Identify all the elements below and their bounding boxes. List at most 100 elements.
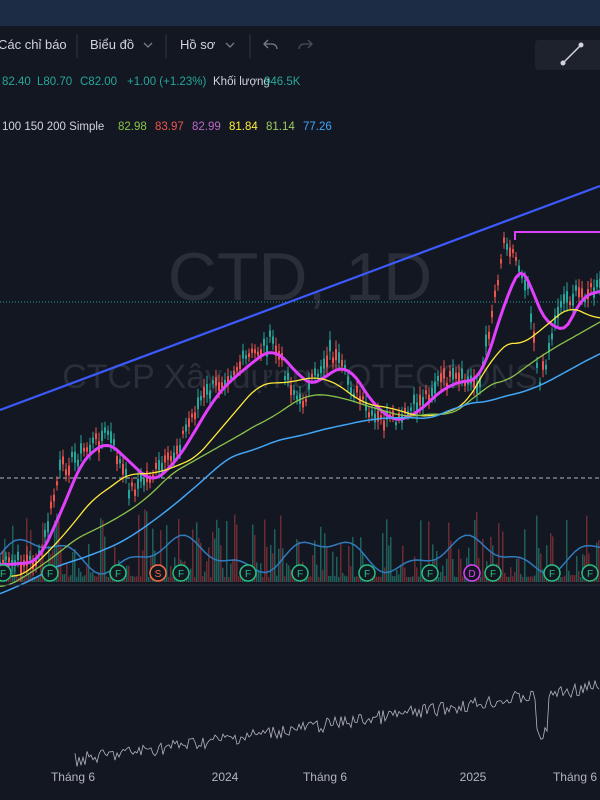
volume-bar bbox=[408, 576, 410, 582]
trendline-tool[interactable] bbox=[562, 44, 582, 64]
volume-bar bbox=[416, 567, 418, 582]
candle bbox=[452, 367, 454, 380]
volume-bar bbox=[90, 572, 92, 582]
candle bbox=[266, 345, 268, 357]
candle bbox=[116, 456, 118, 465]
volume-bar bbox=[412, 576, 414, 582]
volume-bar bbox=[440, 572, 442, 582]
volume-bar bbox=[432, 544, 434, 582]
volume-bar bbox=[216, 519, 218, 582]
undo-button[interactable] bbox=[263, 39, 278, 50]
volume-bar bbox=[332, 551, 334, 582]
volume-bar bbox=[350, 566, 352, 582]
box bbox=[514, 231, 600, 240]
candle bbox=[485, 334, 487, 347]
chart-button[interactable]: Biểu đồ bbox=[90, 37, 134, 52]
candle bbox=[110, 431, 112, 444]
candle bbox=[254, 349, 256, 354]
volume-bar bbox=[378, 576, 380, 582]
event-label: F bbox=[0, 569, 6, 580]
legend-close: C82.00 bbox=[80, 76, 117, 88]
volume-bar bbox=[540, 553, 542, 582]
candle bbox=[536, 362, 538, 368]
candle bbox=[491, 310, 493, 318]
candle bbox=[83, 447, 85, 452]
profile-button[interactable]: Hồ sơ bbox=[180, 37, 216, 52]
volume-bar bbox=[558, 576, 560, 582]
candle bbox=[218, 382, 220, 391]
candle bbox=[212, 380, 214, 384]
volume-bar bbox=[92, 571, 94, 582]
volume-bar bbox=[56, 513, 58, 582]
volume-bar bbox=[510, 567, 512, 582]
volume-bar bbox=[102, 520, 104, 582]
volume-bar bbox=[22, 575, 24, 582]
candle bbox=[134, 489, 136, 496]
volume-bar bbox=[598, 540, 600, 582]
candle bbox=[428, 394, 430, 403]
candle bbox=[215, 377, 217, 386]
volume-bar bbox=[84, 575, 86, 582]
volume-bar bbox=[526, 576, 528, 582]
volume-bar bbox=[444, 575, 446, 582]
volume-bar bbox=[70, 575, 72, 582]
volume-bar bbox=[316, 564, 318, 582]
volume-bar bbox=[142, 550, 144, 582]
volume-bar bbox=[264, 519, 266, 582]
volume-bar bbox=[288, 565, 290, 582]
event-label: F bbox=[490, 569, 496, 580]
indicators-button[interactable]: Các chỉ báo bbox=[0, 37, 67, 52]
volume-bar bbox=[262, 576, 264, 582]
volume-bar bbox=[460, 558, 462, 582]
redo-button[interactable] bbox=[298, 39, 313, 50]
tool-dot bbox=[578, 42, 584, 48]
volume-bar bbox=[188, 576, 190, 582]
legend-volume: 946.5K bbox=[264, 76, 301, 88]
drawing-toolbar bbox=[535, 40, 600, 70]
ma-value: 82.99 bbox=[192, 121, 221, 133]
volume-bar bbox=[418, 576, 420, 582]
candle bbox=[575, 285, 577, 291]
volume-bar bbox=[570, 574, 572, 582]
volume-bar bbox=[560, 577, 562, 582]
volume-bar bbox=[230, 563, 232, 582]
event-marker bbox=[484, 564, 502, 582]
volume-bar bbox=[398, 574, 400, 582]
moving-average bbox=[0, 271, 600, 567]
candle bbox=[509, 247, 511, 257]
volume-bar bbox=[78, 567, 80, 582]
volume-bar bbox=[254, 534, 256, 582]
candle bbox=[524, 279, 526, 291]
moving-average bbox=[0, 353, 600, 595]
volume-bar bbox=[314, 540, 316, 582]
candle bbox=[269, 330, 271, 337]
volume-bar bbox=[198, 537, 200, 582]
candle bbox=[461, 368, 463, 379]
candle bbox=[245, 355, 247, 359]
candle bbox=[323, 358, 325, 369]
volume-bar bbox=[306, 575, 308, 582]
event-marker bbox=[581, 564, 599, 582]
ma-value: 83.97 bbox=[155, 121, 184, 133]
volume-bar bbox=[596, 542, 598, 582]
candle bbox=[107, 430, 109, 435]
volume-bar bbox=[374, 575, 376, 582]
volume-bar bbox=[360, 537, 362, 582]
event-label: F bbox=[245, 569, 251, 580]
volume-bar bbox=[268, 576, 270, 582]
volume-bar bbox=[98, 572, 100, 582]
candle bbox=[206, 383, 208, 395]
volume-bar bbox=[462, 576, 464, 582]
volume-bar bbox=[132, 575, 134, 582]
volume-bar bbox=[256, 562, 258, 582]
volume-bar bbox=[128, 565, 130, 582]
volume-bar bbox=[450, 540, 452, 582]
candle bbox=[521, 274, 523, 279]
volume-bar bbox=[396, 569, 398, 582]
ma-value: 82.98 bbox=[118, 121, 147, 133]
candle bbox=[230, 375, 232, 379]
volume-bar bbox=[208, 547, 210, 582]
candle bbox=[314, 368, 316, 376]
candle bbox=[125, 468, 127, 477]
volume-bar bbox=[220, 545, 222, 582]
